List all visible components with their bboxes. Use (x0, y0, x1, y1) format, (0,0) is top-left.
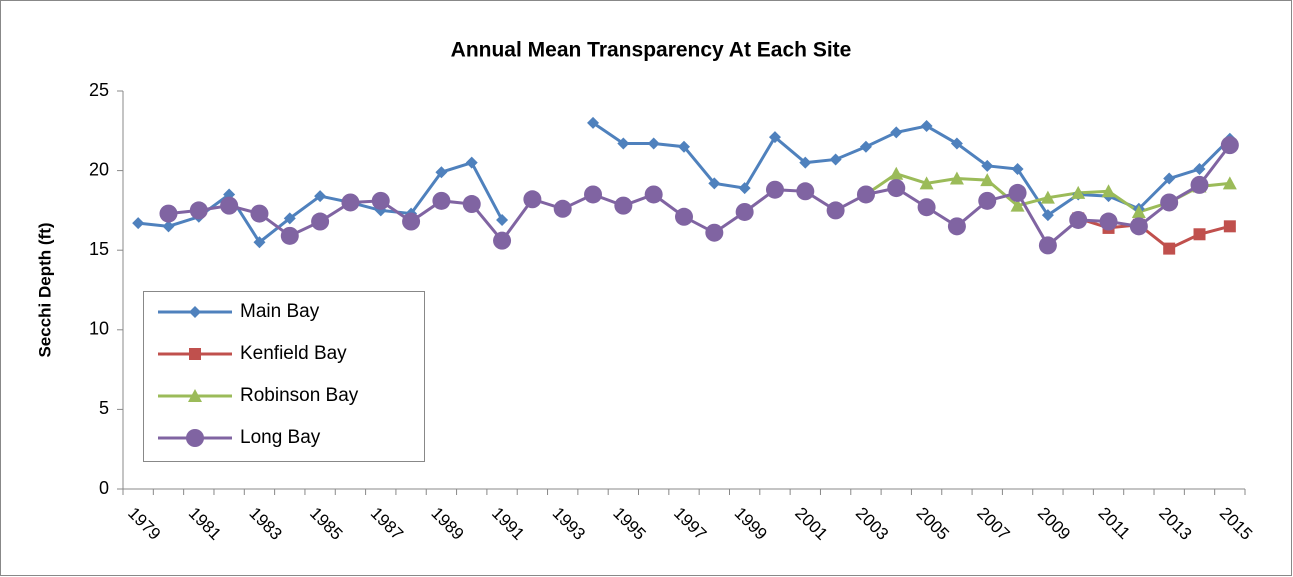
marker (981, 159, 994, 172)
marker (1223, 220, 1236, 233)
marker (705, 223, 724, 242)
marker (1190, 175, 1209, 194)
marker (1220, 136, 1239, 155)
legend-marker (189, 348, 201, 360)
legend: Main Bay Kenfield Bay Robinson Bay Long Bay (143, 291, 425, 462)
marker (1222, 176, 1237, 190)
marker (920, 120, 933, 133)
marker (523, 190, 542, 209)
marker (587, 116, 600, 129)
marker (432, 191, 451, 210)
marker (465, 156, 478, 169)
marker (220, 196, 239, 215)
legend-label: Robinson Bay (240, 385, 359, 406)
marker (314, 190, 327, 203)
marker (950, 137, 963, 150)
marker (1038, 236, 1057, 255)
marker (799, 156, 812, 169)
marker (1071, 185, 1086, 199)
marker (1101, 184, 1116, 198)
marker (890, 126, 903, 139)
y-tick-label: 25 (89, 80, 109, 100)
marker (496, 213, 509, 226)
marker (1069, 210, 1088, 229)
marker (462, 195, 481, 214)
marker (189, 201, 208, 220)
marker (735, 202, 754, 221)
marker (132, 217, 145, 230)
marker (738, 182, 751, 195)
marker (675, 207, 693, 226)
marker (917, 198, 936, 217)
marker (887, 179, 906, 198)
marker (980, 173, 995, 187)
marker (1160, 193, 1179, 212)
y-tick-label: 0 (99, 478, 109, 498)
marker (678, 140, 690, 153)
marker (919, 176, 934, 190)
legend-marker (188, 389, 202, 402)
marker (856, 185, 875, 204)
marker (159, 204, 178, 223)
marker (1131, 204, 1146, 218)
marker (796, 182, 815, 201)
legend-marker (186, 429, 204, 447)
marker (341, 193, 360, 212)
marker (280, 226, 299, 245)
y-tick-label: 5 (99, 398, 109, 418)
marker (1163, 172, 1176, 185)
y-tick-label: 15 (89, 239, 109, 259)
legend-label: Long Bay (240, 427, 321, 448)
marker (978, 191, 997, 210)
marker (859, 140, 872, 153)
marker (1010, 198, 1025, 212)
marker (283, 212, 296, 225)
marker (1041, 209, 1054, 222)
marker (708, 177, 721, 190)
marker (1129, 217, 1148, 236)
marker (1011, 163, 1024, 176)
marker (553, 199, 572, 218)
marker (829, 153, 842, 166)
legend-marker (189, 306, 201, 318)
marker (1008, 183, 1027, 202)
marker (768, 131, 781, 144)
y-axis-label: Secchi Depth (ft) (35, 222, 54, 357)
marker (435, 166, 448, 179)
marker (647, 137, 660, 150)
legend-label: Main Bay (240, 301, 320, 322)
marker (584, 185, 603, 204)
marker (162, 220, 175, 233)
marker (493, 231, 512, 250)
marker (614, 196, 633, 215)
legend-label: Kenfield Bay (240, 343, 347, 364)
marker (371, 191, 390, 210)
marker (949, 171, 964, 185)
marker (402, 212, 421, 231)
marker (1040, 190, 1055, 204)
marker (253, 236, 266, 249)
marker (311, 212, 330, 231)
chart-title: Annual Mean Transparency At Each Site (451, 39, 852, 62)
marker (1099, 212, 1118, 231)
marker (617, 137, 630, 150)
marker (1193, 228, 1206, 241)
marker (947, 217, 966, 236)
marker (889, 166, 904, 180)
marker (644, 185, 663, 204)
marker (1193, 163, 1206, 176)
y-tick-label: 20 (89, 159, 109, 179)
marker (826, 201, 845, 220)
marker (765, 180, 784, 199)
marker (250, 204, 269, 223)
marker (1163, 242, 1176, 255)
y-tick-label: 10 (89, 319, 109, 339)
